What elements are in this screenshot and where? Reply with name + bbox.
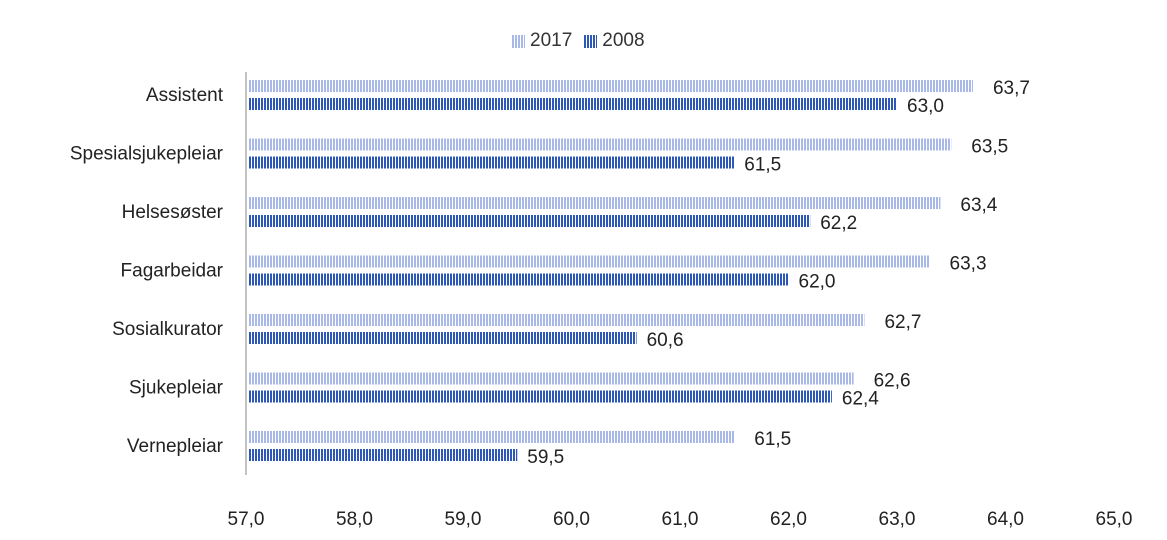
bar-2008 (248, 98, 897, 110)
legend-swatch-2017 (512, 34, 525, 48)
data-label-2017: 63,3 (950, 254, 987, 275)
data-label-2008: 63,0 (907, 96, 944, 117)
data-label-2008: 62,2 (820, 213, 857, 234)
legend: 2017 2008 (512, 30, 645, 52)
category-label: Helsesøster (122, 202, 224, 223)
bar-2017 (248, 80, 973, 92)
x-tick-label: 63,0 (879, 509, 916, 530)
bar-2017 (248, 138, 952, 151)
legend-item-2017: 2017 (512, 30, 572, 52)
bar-2008 (248, 273, 789, 286)
legend-item-2008: 2008 (584, 30, 645, 52)
data-label-2008: 61,5 (744, 155, 781, 176)
data-label-2017: 61,5 (754, 429, 791, 450)
legend-label-2008: 2008 (602, 30, 645, 51)
bar-2017 (248, 314, 865, 326)
data-label-2008: 62,4 (842, 389, 879, 410)
x-tick-label: 65,0 (1096, 509, 1133, 530)
legend-label-2017: 2017 (530, 30, 573, 51)
x-tick-label: 59,0 (445, 509, 482, 530)
category-label: Sjukepleiar (129, 378, 224, 399)
category-label: Fagarbeidar (121, 261, 224, 282)
bar-2017 (248, 431, 735, 443)
data-label-2017: 63,7 (993, 78, 1030, 99)
x-tick-label: 61,0 (662, 509, 699, 530)
x-tick-label: 62,0 (770, 509, 807, 530)
bar-2017 (248, 197, 941, 209)
x-tick-label: 64,0 (987, 509, 1024, 530)
data-label-2008: 59,5 (527, 447, 564, 468)
bar-2008 (248, 390, 832, 403)
bar-2008 (248, 156, 735, 169)
category-label: Sosialkurator (112, 319, 224, 340)
legend-swatch-2008 (584, 34, 598, 48)
category-label: Vernepleiar (127, 436, 224, 457)
bar-2017 (248, 255, 930, 268)
data-label-2017: 63,5 (971, 137, 1008, 158)
data-label-2017: 62,7 (884, 312, 921, 333)
bar-2008 (248, 449, 518, 461)
category-label: Spesialsjukepleiar (70, 144, 224, 165)
data-label-2017: 63,4 (960, 195, 997, 216)
data-label-2008: 62,0 (799, 272, 836, 293)
bar-2008 (248, 332, 637, 344)
x-tick-label: 58,0 (336, 509, 373, 530)
bar-2008 (248, 215, 811, 227)
x-tick-label: 60,0 (553, 509, 590, 530)
x-tick-label: 57,0 (228, 509, 265, 530)
category-label: Assistent (146, 85, 224, 106)
data-label-2008: 60,6 (647, 330, 684, 351)
data-label-2017: 62,6 (874, 371, 911, 392)
bar-2017 (248, 372, 854, 385)
